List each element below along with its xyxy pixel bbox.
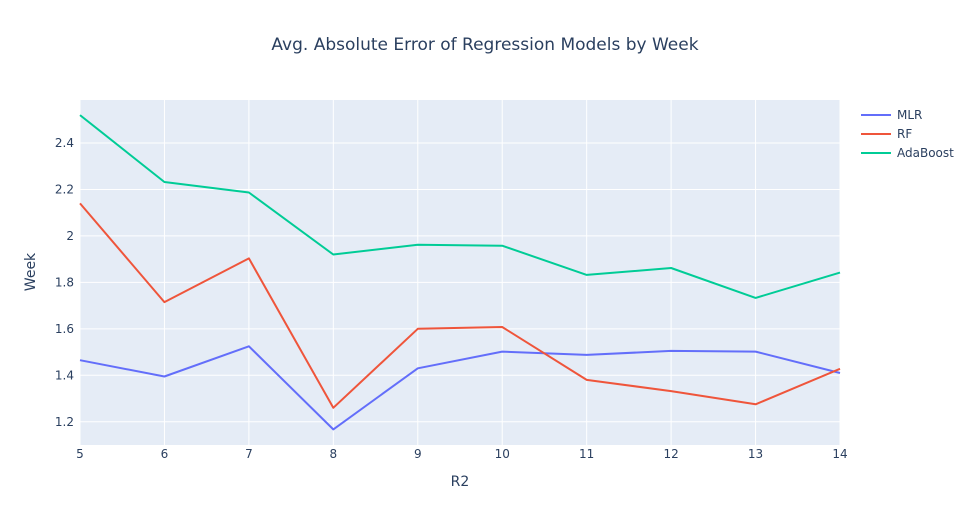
y-tick-label: 2 [66, 229, 74, 243]
x-tick-label: 13 [748, 447, 763, 461]
x-axis-title: R2 [451, 474, 470, 490]
legend-label: RF [897, 127, 912, 141]
plot-background [80, 100, 840, 445]
x-tick-label: 11 [579, 447, 594, 461]
x-tick-label: 5 [76, 447, 84, 461]
y-tick-label: 1.4 [55, 368, 74, 382]
x-tick-labels: 5 6 7 8 9 10 11 12 13 14 [76, 447, 847, 461]
x-tick-label: 14 [832, 447, 847, 461]
legend-item-rf[interactable]: RF [861, 127, 912, 141]
legend-item-mlr[interactable]: MLR [861, 108, 922, 122]
series-lines [79, 114, 841, 431]
chart-title: Avg. Absolute Error of Regression Models… [271, 35, 698, 55]
x-tick-label: 8 [330, 447, 338, 461]
x-tick-label: 6 [161, 447, 169, 461]
y-tick-label: 1.6 [55, 322, 74, 336]
legend-item-adaboost[interactable]: AdaBoost [861, 146, 954, 160]
y-tick-labels: 1.2 1.4 1.6 1.8 2 2.2 2.4 [55, 136, 74, 429]
x-tick-label: 9 [414, 447, 422, 461]
y-axis-title: Week [23, 252, 39, 291]
x-tick-label: 10 [495, 447, 510, 461]
y-tick-label: 2.2 [55, 182, 74, 196]
legend-label: MLR [897, 108, 922, 122]
series-line-adaboost [79, 114, 841, 299]
y-tick-label: 2.4 [55, 136, 74, 150]
series-line-mlr [79, 345, 841, 431]
y-tick-label: 1.8 [55, 275, 74, 289]
legend[interactable]: MLR RF AdaBoost [861, 108, 954, 160]
series-line-rf [79, 202, 841, 409]
legend-label: AdaBoost [897, 146, 954, 160]
x-tick-label: 7 [245, 447, 253, 461]
y-tick-label: 1.2 [55, 415, 74, 429]
x-tick-label: 12 [663, 447, 678, 461]
